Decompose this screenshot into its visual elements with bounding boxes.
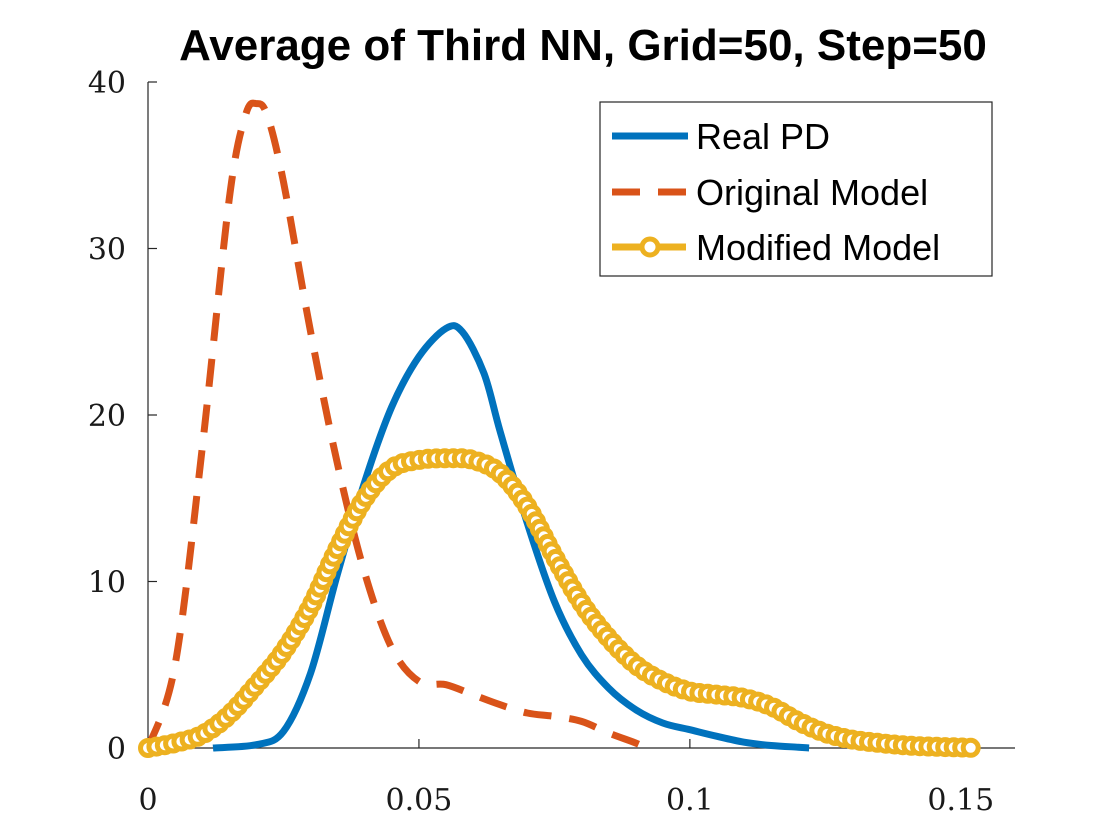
- y-tick-label: 30: [88, 233, 126, 268]
- legend-marker: [639, 236, 661, 258]
- legend-label: Original Model: [696, 172, 928, 213]
- series-modified-model: [138, 448, 981, 758]
- series-real-pd: [212, 322, 810, 752]
- y-tick-label: 0: [107, 732, 126, 767]
- y-tick-label: 10: [88, 566, 126, 601]
- axes: 0 0.05 0.1 0.15 0 10 20 30 40: [88, 66, 1015, 818]
- series-line: [147, 454, 978, 752]
- legend-label: Modified Model: [696, 227, 940, 268]
- legend: Real PD Original Model Modified Model: [599, 101, 993, 277]
- y-tick-label: 40: [88, 66, 126, 101]
- series-line: [144, 99, 648, 752]
- x-tick-label: 0.05: [386, 783, 453, 818]
- chart-title: Average of Third NN, Grid=50, Step=50: [179, 21, 987, 70]
- series-original-model: [144, 99, 648, 752]
- legend-label: Real PD: [696, 116, 830, 157]
- x-tick-label: 0: [138, 783, 157, 818]
- x-tick-label: 0.1: [666, 783, 714, 818]
- y-tick-label: 20: [88, 399, 126, 434]
- series-line: [212, 322, 810, 752]
- series-layer: [138, 99, 981, 758]
- x-tick-label: 0.15: [927, 783, 994, 818]
- data-point: [960, 737, 981, 758]
